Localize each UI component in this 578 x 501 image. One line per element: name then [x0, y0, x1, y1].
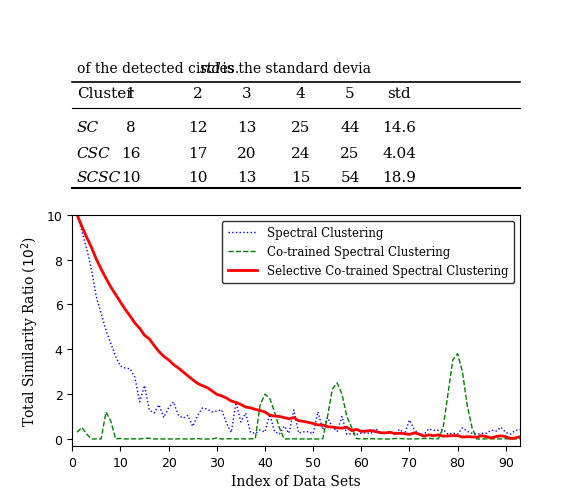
Text: SCSC: SCSC: [77, 171, 121, 185]
Text: 1: 1: [125, 87, 135, 100]
Text: 5: 5: [345, 87, 355, 100]
Text: 10: 10: [121, 171, 140, 185]
Line: Selective Co-trained Spectral Clustering: Selective Co-trained Spectral Clustering: [77, 215, 520, 438]
Text: is the standard devia: is the standard devia: [218, 62, 371, 75]
Line: Spectral Clustering: Spectral Clustering: [77, 215, 520, 435]
Co-trained Spectral Clustering: [473, 436, 480, 442]
Text: 15: 15: [291, 171, 310, 185]
Text: std: std: [387, 87, 411, 100]
Legend: Spectral Clustering, Co-trained Spectral Clustering, Selective Co-trained Spectr: Spectral Clustering, Co-trained Spectral…: [222, 221, 514, 284]
Line: Co-trained Spectral Clustering: Co-trained Spectral Clustering: [77, 354, 520, 439]
Text: 25: 25: [291, 121, 310, 135]
Spectral Clustering: [382, 430, 389, 436]
Text: 3: 3: [242, 87, 252, 100]
Spectral Clustering: [420, 432, 427, 438]
Co-trained Spectral Clustering: [73, 429, 80, 435]
Co-trained Spectral Clustering: [425, 436, 432, 442]
Text: 16: 16: [121, 147, 140, 161]
Text: 13: 13: [237, 171, 257, 185]
Selective Co-trained Spectral Clustering: [73, 212, 80, 218]
Co-trained Spectral Clustering: [165, 436, 172, 442]
Selective Co-trained Spectral Clustering: [295, 418, 302, 424]
Text: 25: 25: [340, 147, 360, 161]
Selective Co-trained Spectral Clustering: [131, 321, 138, 327]
Selective Co-trained Spectral Clustering: [165, 357, 172, 363]
Spectral Clustering: [517, 427, 524, 433]
Text: 17: 17: [188, 147, 208, 161]
Co-trained Spectral Clustering: [131, 436, 138, 442]
Spectral Clustering: [165, 405, 172, 411]
Text: 8: 8: [125, 121, 135, 135]
Text: 4: 4: [296, 87, 306, 100]
Text: 2: 2: [193, 87, 202, 100]
Text: CSC: CSC: [77, 147, 110, 161]
Co-trained Spectral Clustering: [146, 435, 153, 441]
Selective Co-trained Spectral Clustering: [507, 435, 514, 441]
Y-axis label: Total Similarity Ratio ($10^2$): Total Similarity Ratio ($10^2$): [20, 235, 41, 426]
Text: 4.04: 4.04: [382, 147, 416, 161]
Text: 44: 44: [340, 121, 360, 135]
Co-trained Spectral Clustering: [517, 436, 524, 442]
Text: 18.9: 18.9: [382, 171, 416, 185]
Text: 24: 24: [291, 147, 310, 161]
Selective Co-trained Spectral Clustering: [425, 432, 432, 438]
Co-trained Spectral Clustering: [382, 436, 389, 442]
Text: SC: SC: [77, 121, 99, 135]
Spectral Clustering: [131, 375, 138, 381]
Selective Co-trained Spectral Clustering: [146, 336, 153, 342]
Text: 12: 12: [188, 121, 208, 135]
Co-trained Spectral Clustering: [454, 351, 461, 357]
Selective Co-trained Spectral Clustering: [382, 430, 389, 436]
X-axis label: Index of Data Sets: Index of Data Sets: [231, 474, 361, 488]
Co-trained Spectral Clustering: [295, 436, 302, 442]
Text: 54: 54: [340, 171, 360, 185]
Spectral Clustering: [430, 427, 437, 433]
Text: 10: 10: [188, 171, 208, 185]
Text: 14.6: 14.6: [382, 121, 416, 135]
Spectral Clustering: [295, 430, 302, 436]
Text: Cluster: Cluster: [77, 87, 134, 100]
Text: 13: 13: [237, 121, 257, 135]
Text: of the detected circles.: of the detected circles.: [77, 62, 247, 75]
Spectral Clustering: [73, 212, 80, 218]
Text: 20: 20: [237, 147, 257, 161]
Spectral Clustering: [146, 407, 153, 413]
Text: std: std: [200, 62, 221, 75]
Selective Co-trained Spectral Clustering: [517, 434, 524, 440]
